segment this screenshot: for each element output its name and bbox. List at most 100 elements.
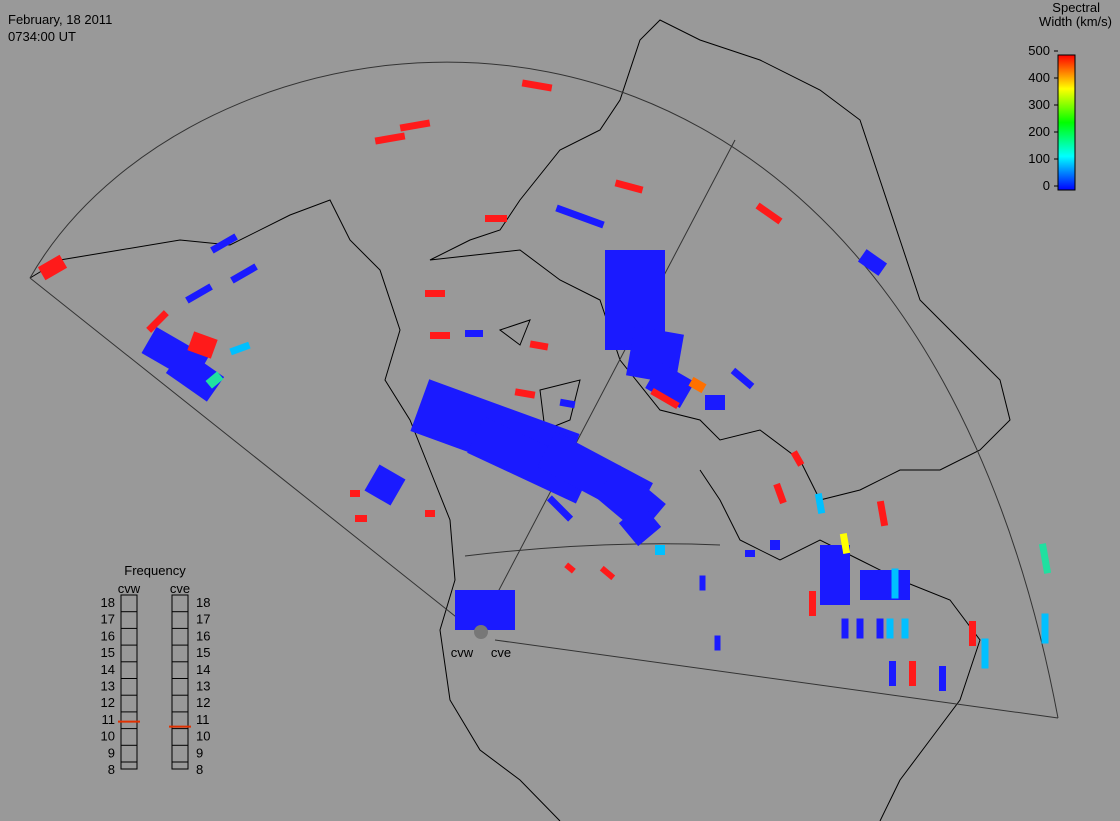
- scatter-cell: [350, 490, 360, 497]
- scatter-cell: [860, 570, 910, 600]
- scatter-cell: [650, 387, 680, 410]
- scatter-cell: [185, 283, 213, 304]
- scatter-cell: [901, 618, 909, 639]
- scatter-cell: [857, 249, 888, 276]
- scatter-cell: [37, 254, 68, 281]
- scatter-cell: [559, 398, 576, 409]
- radar-fan: [29, 61, 1059, 719]
- scatter-cell: [770, 540, 780, 550]
- scatter-cell: [374, 132, 406, 145]
- frequency-tick-label: 15: [101, 645, 115, 660]
- scatter-cell: [645, 362, 695, 408]
- radar-name: cve: [170, 581, 190, 596]
- scatter-cell: [876, 618, 884, 639]
- scatter-cell: [165, 348, 225, 402]
- scatter-cell: [485, 215, 507, 222]
- date: February, 18 2011: [8, 12, 112, 27]
- scatter-cell: [146, 310, 169, 333]
- colorbar-tick-label: 100: [1028, 151, 1050, 166]
- scatter-cell: [1038, 543, 1052, 574]
- colorbar-title: Spectral: [1052, 0, 1100, 15]
- frequency-tick-label: 13: [101, 679, 115, 694]
- scatter-cell: [688, 376, 707, 394]
- scatter-cells: [37, 79, 1052, 691]
- scatter-cell: [909, 661, 916, 686]
- scatter-cell: [714, 635, 721, 651]
- frequency-tick-label: 16: [101, 628, 115, 643]
- colorbar-title: Width (km/s): [1039, 14, 1112, 29]
- scatter-cell: [876, 500, 889, 527]
- scatter-cell: [1041, 613, 1049, 644]
- frequency-tick-label: 11: [102, 712, 116, 727]
- scatter-cell: [809, 591, 816, 616]
- scatter-cell: [814, 493, 826, 514]
- scatter-cell: [886, 618, 894, 639]
- scatter-cell: [969, 621, 976, 646]
- scatter-cell: [230, 263, 258, 284]
- scatter-cell: [856, 618, 864, 639]
- scatter-cell: [399, 119, 431, 132]
- scatter-cell: [773, 482, 787, 505]
- scatter-cell: [889, 661, 896, 686]
- scatter-cell: [229, 341, 251, 356]
- scatter-cell: [839, 533, 851, 554]
- scatter-cell: [939, 666, 946, 691]
- frequency-tick-label: 17: [196, 612, 210, 627]
- frequency-tick-label: 13: [196, 679, 210, 694]
- scatter-cell: [981, 638, 989, 669]
- frequency-tick-label: 8: [196, 762, 203, 777]
- scatter-cell: [529, 340, 549, 351]
- frequency-tick-label: 18: [101, 595, 115, 610]
- colorbar-tick-label: 400: [1028, 70, 1050, 85]
- scatter-cell: [655, 545, 665, 555]
- frequency-tick-label: 17: [101, 612, 115, 627]
- colorbar: [1057, 54, 1076, 191]
- scatter-cell: [699, 575, 706, 591]
- scatter-cell: [205, 371, 224, 389]
- radar-name: cvw: [118, 581, 141, 596]
- scatter-cell: [546, 495, 574, 522]
- scatter-cell: [755, 202, 783, 225]
- colorbar-tick-label: 0: [1043, 178, 1050, 193]
- frequency-tick-label: 16: [196, 628, 210, 643]
- frequency-tick-label: 18: [196, 595, 210, 610]
- scatter-cell: [730, 367, 755, 390]
- frequency-tick-label: 11: [196, 712, 210, 727]
- colorbar-tick-label: 200: [1028, 124, 1050, 139]
- scatter-cell: [614, 179, 644, 194]
- frequency-tick-label: 8: [108, 762, 115, 777]
- frequency-tick-label: 15: [196, 645, 210, 660]
- scatter-cell: [790, 450, 805, 467]
- scatter-cell: [467, 416, 593, 504]
- frequency-tick-label: 12: [196, 695, 210, 710]
- radar-label: cve: [491, 645, 511, 660]
- frequency-title: Frequency: [124, 563, 186, 578]
- scatter-cell: [564, 562, 576, 574]
- scatter-cell: [364, 464, 406, 506]
- scatter-cell: [705, 395, 725, 410]
- scatter-cell: [210, 233, 238, 254]
- scatter-cell: [555, 204, 605, 229]
- scatter-cell: [425, 290, 445, 297]
- colorbar-tick-label: 300: [1028, 97, 1050, 112]
- scatter-cell: [599, 565, 616, 581]
- frequency-tick-label: 10: [196, 729, 210, 744]
- radar-label: cvw: [451, 645, 474, 660]
- scatter-cell: [514, 388, 536, 399]
- frequency-tick-label: 9: [108, 745, 115, 760]
- frequency-tick-label: 9: [196, 745, 203, 760]
- scatter-cell: [891, 568, 899, 599]
- scatter-cell: [355, 515, 367, 522]
- frequency-tick-label: 14: [196, 662, 210, 677]
- frequency-tick-label: 12: [101, 695, 115, 710]
- scatter-cell: [465, 330, 483, 337]
- scatter-cell: [425, 510, 435, 517]
- scatter-cell: [430, 332, 450, 339]
- scatter-cell: [841, 618, 849, 639]
- scatter-cell: [618, 503, 662, 547]
- scatter-cell: [187, 331, 218, 359]
- frequency-tick-label: 10: [101, 729, 115, 744]
- scatter-cell: [820, 545, 850, 605]
- scatter-cell: [745, 550, 755, 557]
